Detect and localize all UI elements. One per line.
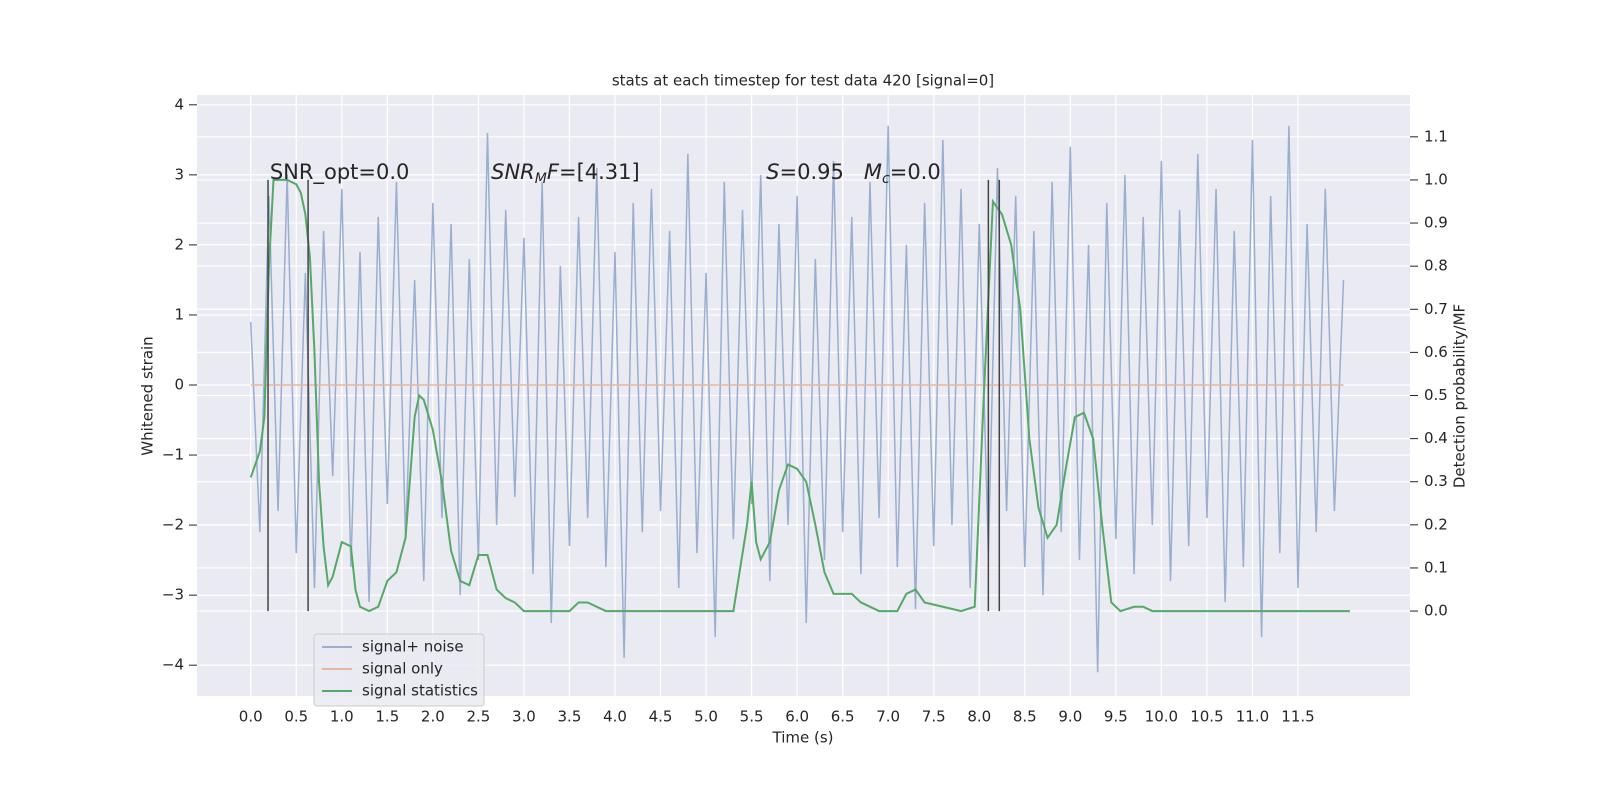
series-line — [249, 178, 1350, 613]
x-tick-label: 1.0 — [330, 708, 354, 726]
annotation: SNR_opt=0.0 — [270, 160, 410, 185]
x-tick-label: 10.5 — [1190, 708, 1223, 726]
y2-tick-label: 0.4 — [1424, 429, 1448, 447]
y-tick-label: −2 — [162, 516, 184, 534]
legend-box — [313, 633, 485, 707]
y-tick-label: 2 — [174, 235, 184, 253]
y2-tick-label: 0.0 — [1424, 602, 1448, 620]
x-tick-label: 4.0 — [603, 708, 627, 726]
y2-axis-label: Detection probability/MF — [1451, 304, 1469, 488]
annotation-part: c — [882, 171, 890, 187]
annotation-part: =[4.31] — [559, 160, 640, 184]
x-tick-label: 6.5 — [831, 708, 855, 726]
x-tick-label: 0.0 — [239, 708, 263, 726]
y2-tick-label: 0.1 — [1424, 558, 1448, 576]
y2-tick-label: 0.6 — [1424, 343, 1448, 361]
x-tick-label: 7.0 — [876, 708, 900, 726]
x-tick-label: 8.5 — [1013, 708, 1037, 726]
x-tick-label: 5.0 — [694, 708, 718, 726]
y-tick-label: 1 — [174, 305, 184, 323]
annotation-part: F — [547, 160, 560, 184]
annotation-part: SNR_opt=0.0 — [270, 160, 410, 185]
y2-tick-label: 0.9 — [1424, 214, 1448, 232]
annotation-part: =0.95 — [780, 160, 864, 184]
annotation-part: S — [766, 160, 779, 184]
x-tick-label: 2.5 — [466, 708, 490, 726]
annotation-part: =0.0 — [890, 160, 941, 184]
x-tick-label: 3.5 — [558, 708, 582, 726]
y-tick-label: −4 — [162, 656, 184, 674]
x-tick-label: 1.5 — [375, 708, 399, 726]
y2-tick-label: 0.2 — [1424, 515, 1448, 533]
y2-tick-label: 0.7 — [1424, 300, 1448, 318]
y2-tick-label: 0.5 — [1424, 386, 1448, 404]
x-tick-label: 9.5 — [1104, 708, 1128, 726]
y-tick-label: −1 — [162, 446, 184, 464]
legend-label: signal statistics — [362, 682, 478, 700]
x-tick-label: 9.0 — [1058, 708, 1082, 726]
x-tick-label: 10.0 — [1145, 708, 1178, 726]
x-tick-label: 8.0 — [967, 708, 991, 726]
annotation-part: M — [535, 171, 547, 187]
y-tick-label: 3 — [174, 165, 184, 183]
y2-tick-label: 0.3 — [1424, 472, 1448, 490]
x-tick-label: 11.5 — [1281, 708, 1314, 726]
x-tick-label: 4.5 — [649, 708, 673, 726]
x-tick-label: 11.0 — [1236, 708, 1269, 726]
x-tick-label: 6.0 — [785, 708, 809, 726]
chart-title: stats at each timestep for test data 420… — [612, 72, 994, 90]
annotation-part: SNR — [491, 160, 535, 184]
y-tick-label: 4 — [174, 95, 184, 113]
legend-label: signal+ noise — [362, 638, 464, 656]
x-tick-label: 0.5 — [284, 708, 308, 726]
legend-label: signal only — [362, 660, 443, 678]
y-axis-label: Whitened strain — [139, 336, 157, 455]
y2-tick-label: 0.8 — [1424, 257, 1448, 275]
series-line — [249, 125, 1345, 673]
x-tick-label: 3.0 — [512, 708, 536, 726]
y2-tick-label: 1.1 — [1424, 127, 1448, 145]
annotation: S=0.95 Mc=0.0 — [766, 160, 941, 187]
y2-tick-label: 1.0 — [1424, 170, 1448, 188]
y-tick-label: 0 — [174, 375, 184, 393]
y-tick-label: −3 — [162, 586, 184, 604]
x-tick-label: 2.0 — [421, 708, 445, 726]
x-tick-label: 5.5 — [740, 708, 764, 726]
annotation-part: M — [864, 160, 882, 184]
x-tick-label: 7.5 — [922, 708, 946, 726]
annotation: SNRMF=[4.31] — [491, 160, 640, 187]
x-axis-label: Time (s) — [772, 729, 834, 747]
